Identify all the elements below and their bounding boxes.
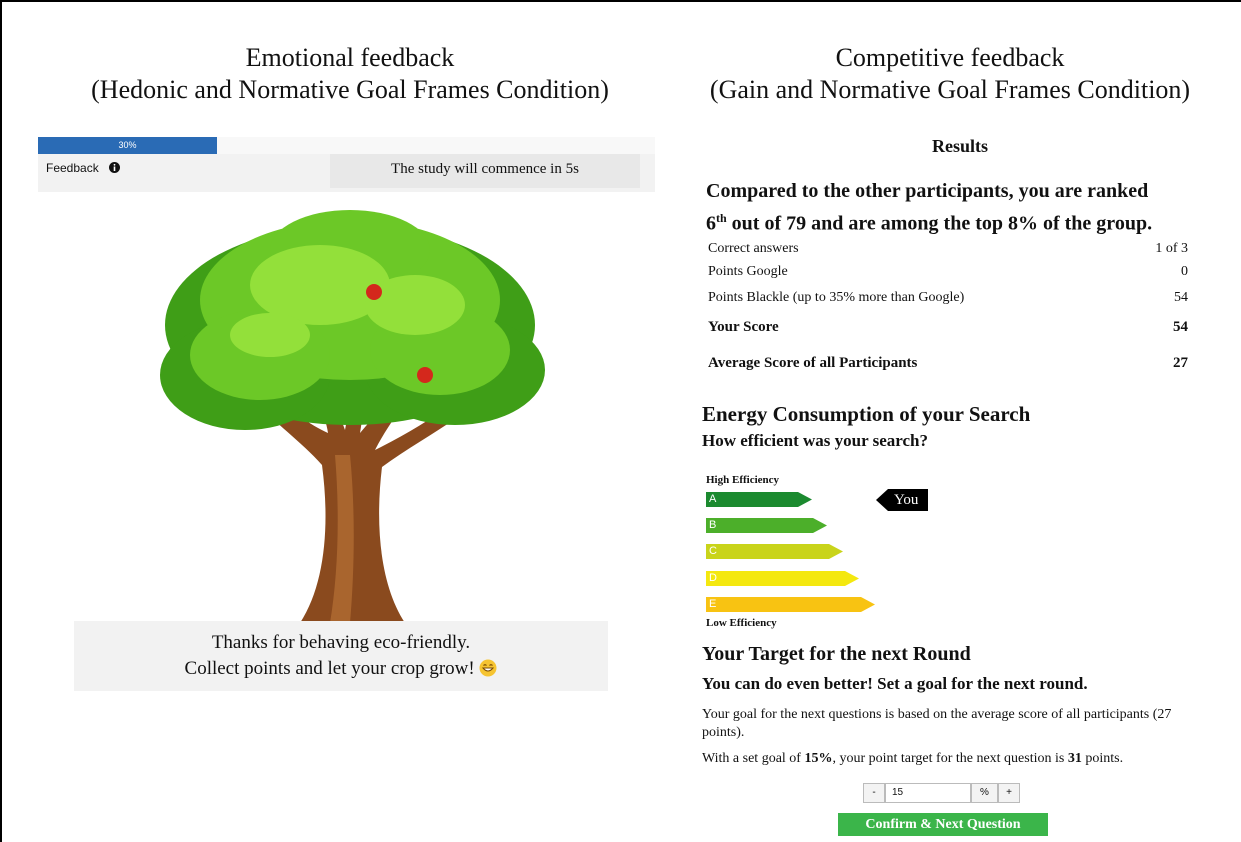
info-icon — [109, 162, 120, 173]
efficiency-class: E — [706, 597, 875, 612]
goal-percent: 15% — [804, 751, 832, 766]
decrement-button[interactable]: - — [863, 783, 885, 803]
right-title: Competitive feedback (Gain and Normative… — [660, 42, 1240, 106]
title-line: Emotional feedback — [30, 42, 670, 74]
rank-line: Compared to the other participants, you … — [706, 178, 1152, 205]
row-value: 54 — [1174, 290, 1188, 306]
row-value: 54 — [1173, 319, 1188, 336]
goal-input[interactable]: 15 — [885, 783, 971, 803]
emoji-icon — [479, 659, 497, 677]
caption-line: Collect points and let your crop grow! — [74, 656, 608, 682]
progress-track — [217, 137, 655, 154]
table-row: Your Score 54 — [708, 319, 1188, 336]
rank-suffix: th — [716, 211, 727, 225]
rank-rest: out of 79 and are among the top 8% of th… — [727, 213, 1152, 235]
target-paragraph: Your goal for the next questions is base… — [702, 706, 1182, 742]
table-row: Correct answers 1 of 3 — [708, 241, 1188, 257]
rank-line: 6th out of 79 and are among the top 8% o… — [706, 205, 1152, 238]
energy-question: How efficient was your search? — [702, 431, 928, 451]
feedback-label: Feedback — [46, 161, 99, 175]
row-label: Points Blackle (up to 35% more than Goog… — [708, 290, 964, 305]
efficiency-class: D — [706, 571, 859, 586]
target-subheading: You can do even better! Set a goal for t… — [702, 674, 1088, 694]
target-heading: Your Target for the next Round — [702, 643, 971, 666]
percent-addon: % — [971, 783, 998, 803]
goal-text: , your point target for the next questio… — [832, 751, 1067, 766]
results-heading: Results — [860, 136, 1060, 157]
efficiency-class: C — [706, 544, 843, 559]
low-efficiency-label: Low Efficiency — [706, 617, 777, 629]
goal-text: points. — [1082, 751, 1123, 766]
caption-line: Thanks for behaving eco-friendly. — [74, 630, 608, 656]
efficiency-class: B — [706, 518, 827, 533]
progress-panel: 30% Feedback The study will commence in … — [38, 137, 655, 192]
table-row: Average Score of all Participants 27 — [708, 355, 1188, 372]
efficiency-class: A — [706, 492, 812, 507]
rank-statement: Compared to the other participants, you … — [706, 178, 1152, 238]
tree-illustration — [150, 205, 550, 623]
progress-bar: 30% — [38, 137, 217, 154]
title-line: (Hedonic and Normative Goal Frames Condi… — [30, 74, 670, 106]
rank: 6 — [706, 213, 716, 235]
left-title: Emotional feedback (Hedonic and Normativ… — [30, 42, 670, 106]
table-row: Points Google 0 — [708, 264, 1188, 280]
title-line: Competitive feedback — [660, 42, 1240, 74]
row-value: 0 — [1181, 264, 1188, 280]
row-label: Average Score of all Participants — [708, 355, 917, 371]
goal-points: 31 — [1068, 751, 1082, 766]
goal-line: With a set goal of 15%, your point targe… — [702, 751, 1123, 767]
page: Emotional feedback (Hedonic and Normativ… — [0, 0, 1241, 842]
energy-heading: Energy Consumption of your Search — [702, 402, 1030, 427]
row-label: Your Score — [708, 319, 779, 335]
goal-text: With a set goal of — [702, 751, 804, 766]
increment-button[interactable]: + — [998, 783, 1020, 803]
row-label: Correct answers — [708, 241, 799, 256]
title-line: (Gain and Normative Goal Frames Conditio… — [660, 74, 1240, 106]
high-efficiency-label: High Efficiency — [706, 474, 779, 486]
confirm-button[interactable]: Confirm & Next Question — [838, 813, 1048, 836]
row-label: Points Google — [708, 264, 788, 279]
table-row: Points Blackle (up to 35% more than Goog… — [708, 290, 1188, 306]
caption-box: Thanks for behaving eco-friendly. Collec… — [74, 621, 608, 691]
caption-text: Collect points and let your crop grow! — [185, 658, 475, 679]
row-value: 1 of 3 — [1155, 241, 1188, 257]
countdown: The study will commence in 5s — [330, 154, 640, 188]
row-value: 27 — [1173, 355, 1188, 372]
